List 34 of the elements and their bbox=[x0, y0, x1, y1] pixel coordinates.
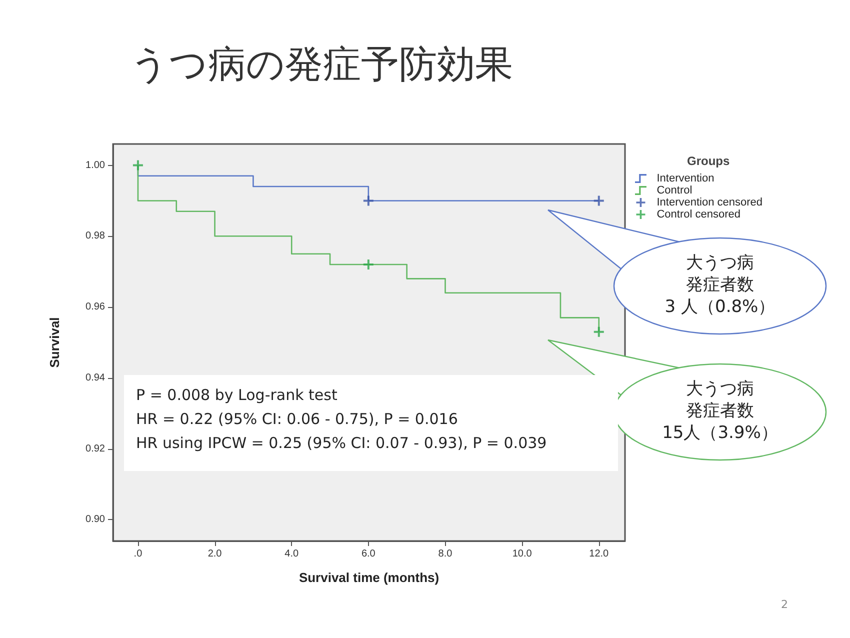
x-tick-label: 6.0 bbox=[361, 548, 376, 560]
x-axis-title: Survival time (months) bbox=[298, 570, 440, 585]
x-tick-label: 10.0 bbox=[512, 548, 532, 560]
text: 3 人（0.8%） bbox=[664, 296, 776, 318]
y-tick-label: 0.94 bbox=[86, 372, 106, 384]
y-tick-label: 0.96 bbox=[86, 302, 106, 313]
point bbox=[594, 326, 604, 337]
text: 2 bbox=[781, 598, 788, 611]
text: 大うつ病 bbox=[685, 378, 755, 400]
point bbox=[363, 196, 374, 206]
text: 大うつ病 bbox=[685, 252, 755, 274]
y-tick-label: 1.00 bbox=[86, 160, 106, 171]
y-tick-label: 0.98 bbox=[86, 230, 106, 242]
legend-label: Control censored bbox=[656, 208, 741, 220]
text: 15人（3.9%） bbox=[661, 422, 779, 444]
text: 発症者数 bbox=[685, 400, 755, 422]
y-tick-label: 0.92 bbox=[86, 443, 106, 454]
point bbox=[363, 260, 374, 270]
x-tick-label: 4.0 bbox=[284, 548, 299, 560]
legend-title: Groups bbox=[687, 154, 730, 168]
legend-label: Intervention bbox=[656, 172, 714, 184]
point bbox=[132, 160, 143, 170]
text: 発症者数 bbox=[685, 274, 755, 296]
x-tick-label: 8.0 bbox=[438, 548, 453, 560]
y-axis-title: Survival bbox=[47, 317, 62, 368]
legend-label: Control bbox=[656, 184, 692, 196]
x-tick-label: 2.0 bbox=[208, 548, 222, 560]
x-tick-label: .0 bbox=[134, 548, 143, 560]
x-tick-label: 12.0 bbox=[589, 548, 610, 560]
legend-label: Intervention censored bbox=[656, 196, 763, 208]
annotation: P = 0.008 by Log-rank test HR = 0.22 (95% CI: 0.06 - 0.75), P = 0.016 HR using IPCW = 0.25 (95% CI: 0.07 - 0.93), P = 0.039 bbox=[136, 385, 547, 454]
y-tick-label: 0.90 bbox=[86, 514, 106, 526]
point bbox=[594, 196, 604, 206]
chart-title: うつ病の発症予防効果 bbox=[130, 42, 513, 86]
